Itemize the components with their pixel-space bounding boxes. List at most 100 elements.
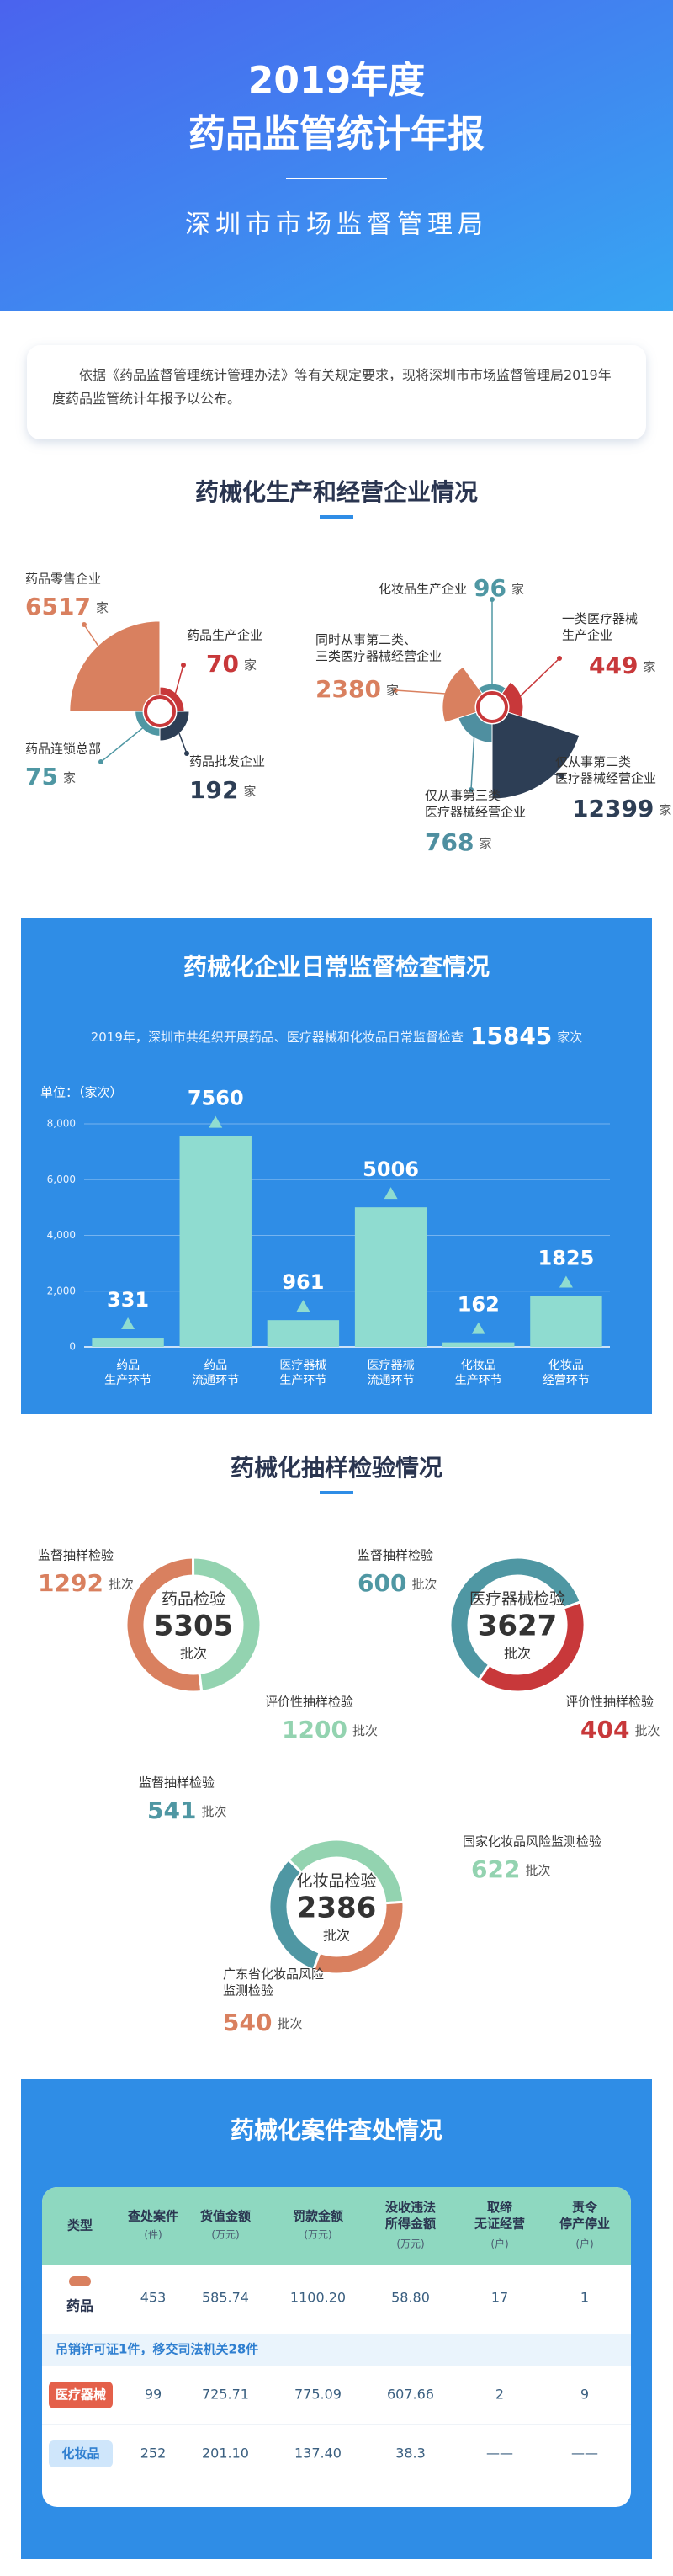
donut-total: 3627 <box>478 1610 558 1643</box>
intro-text: 依据《药品监督管理统计管理办法》等有关规定要求，现将深圳市市场监督管理局2019… <box>52 367 612 407</box>
text-line: 停产停业 <box>559 2216 610 2231</box>
table-cell: —— <box>486 2446 513 2462</box>
marker <box>559 1275 573 1288</box>
donut-unit: 批次 <box>180 1646 207 1662</box>
value: 1200 <box>282 1716 347 1743</box>
leader-dot <box>559 774 564 779</box>
value-label: 1200 批次 <box>282 1716 378 1743</box>
value-label: 622 批次 <box>471 1855 550 1883</box>
title-underline <box>320 1491 353 1494</box>
marker <box>121 1317 135 1330</box>
row-type: 化妆品 <box>61 2446 99 2462</box>
donut-title: 化妆品检验 <box>296 1872 376 1891</box>
donut-arc <box>191 1556 262 1694</box>
category-label: 国家化妆品风险监测检验 <box>463 1834 601 1850</box>
y-tick-label: 2,000 <box>47 1285 76 1296</box>
section-title: 药械化抽样检验情况 <box>231 1454 442 1482</box>
text-line: 同时从事第二类、 <box>315 632 416 647</box>
text-line: 医疗器械经营企业 <box>555 770 656 785</box>
table-cell: 453 <box>140 2290 167 2306</box>
text-line: 生产环节 <box>104 1374 151 1387</box>
table-cell: 775.09 <box>294 2387 342 2403</box>
donut-title: 医疗器械检验 <box>469 1590 565 1609</box>
text-line: 生产企业 <box>562 627 612 642</box>
value: 449 <box>589 652 638 679</box>
leader-line <box>100 726 146 763</box>
value: 70 <box>206 650 239 678</box>
value-label: 12399 家 <box>572 795 671 822</box>
value-label: 449 家 <box>589 652 655 679</box>
donut-total: 2386 <box>297 1892 377 1925</box>
note-bg <box>42 2334 631 2366</box>
column-unit: (万元) <box>211 2229 239 2241</box>
category-label: 广东省化妆品风险监测检验 <box>223 1967 324 1999</box>
leader-line <box>517 657 560 700</box>
category-label: 监督抽样检验 <box>139 1775 215 1791</box>
header-year: 2019年度 <box>248 59 425 102</box>
y-tick-label: 6,000 <box>47 1174 76 1185</box>
unit: 家 <box>659 802 671 817</box>
text-line: 无证经营 <box>474 2216 525 2231</box>
rose-sector <box>442 666 483 723</box>
leader-line <box>83 624 107 657</box>
text-line: 责令 <box>572 2200 598 2215</box>
donut-title: 药品检验 <box>162 1590 225 1609</box>
text-line: 仅从事第二类 <box>555 754 631 769</box>
unit: 批次 <box>634 1723 660 1738</box>
value: 622 <box>471 1855 520 1883</box>
column-header: 取缔无证经营 <box>474 2200 525 2232</box>
column-header: 没收违法所得金额 <box>385 2200 436 2232</box>
column-unit: (户) <box>490 2238 508 2250</box>
header-title: 药品监管统计年报 <box>188 113 485 156</box>
category-label: 监督抽样检验 <box>358 1548 433 1563</box>
text-line: 化妆品 <box>548 1359 584 1372</box>
text-line: 取缔 <box>487 2200 512 2215</box>
value: 6517 <box>25 593 91 620</box>
unit: 批次 <box>352 1723 378 1738</box>
text-line: 医疗器械 <box>368 1359 415 1372</box>
bar <box>179 1136 252 1347</box>
table-cell: 1 <box>580 2290 589 2306</box>
category-label: 化妆品生产企业 <box>379 582 467 597</box>
intro-card <box>27 345 646 439</box>
x-tick-label: 化妆品经营环节 <box>543 1359 590 1387</box>
value-label: 6517 家 <box>25 593 109 620</box>
bar <box>92 1338 164 1347</box>
marker <box>471 1322 485 1334</box>
value: 96 <box>474 574 506 602</box>
leader-line <box>538 769 563 777</box>
summary-text: 2019年，深圳市共组织开展药品、医疗器械和化妆品日常监督检查 <box>91 1030 464 1045</box>
x-tick-label: 医疗器械流通环节 <box>368 1359 415 1387</box>
table-cell: —— <box>571 2446 598 2462</box>
donut-total: 5305 <box>154 1610 234 1643</box>
text-line: 流通环节 <box>368 1374 415 1387</box>
rose-sector <box>135 711 161 737</box>
text-line: 生产环节 <box>455 1374 502 1387</box>
leader-dot <box>393 688 398 693</box>
section-title: 药械化生产和经营企业情况 <box>195 478 478 506</box>
leader-dot <box>184 751 189 756</box>
leader-line <box>395 689 453 695</box>
leader-line <box>173 664 184 697</box>
unit: 家 <box>479 836 491 851</box>
text-line: 一类医疗器械 <box>562 611 638 626</box>
text-line: 化妆品 <box>461 1359 496 1372</box>
value: 1292 <box>38 1569 103 1597</box>
unit: 家 <box>386 683 399 698</box>
value-label: 540 批次 <box>223 2009 302 2036</box>
type-badge <box>49 2382 113 2408</box>
table-cell: 585.74 <box>202 2290 249 2306</box>
value-label: 1292 批次 <box>38 1569 134 1597</box>
table-cell: 137.40 <box>294 2446 342 2462</box>
table-cell: 38.3 <box>395 2446 426 2462</box>
table-cell: 99 <box>145 2387 162 2403</box>
leader-dot <box>98 759 103 764</box>
table-header-bg <box>42 2239 631 2265</box>
category-label: 评价性抽样检验 <box>265 1695 353 1710</box>
column-header: 罚款金额 <box>293 2209 343 2224</box>
value-label: 331 <box>107 1288 149 1312</box>
marker <box>296 1300 310 1312</box>
section-title: 药械化企业日常监督检查情况 <box>183 953 490 981</box>
donut-arc <box>125 1556 204 1694</box>
